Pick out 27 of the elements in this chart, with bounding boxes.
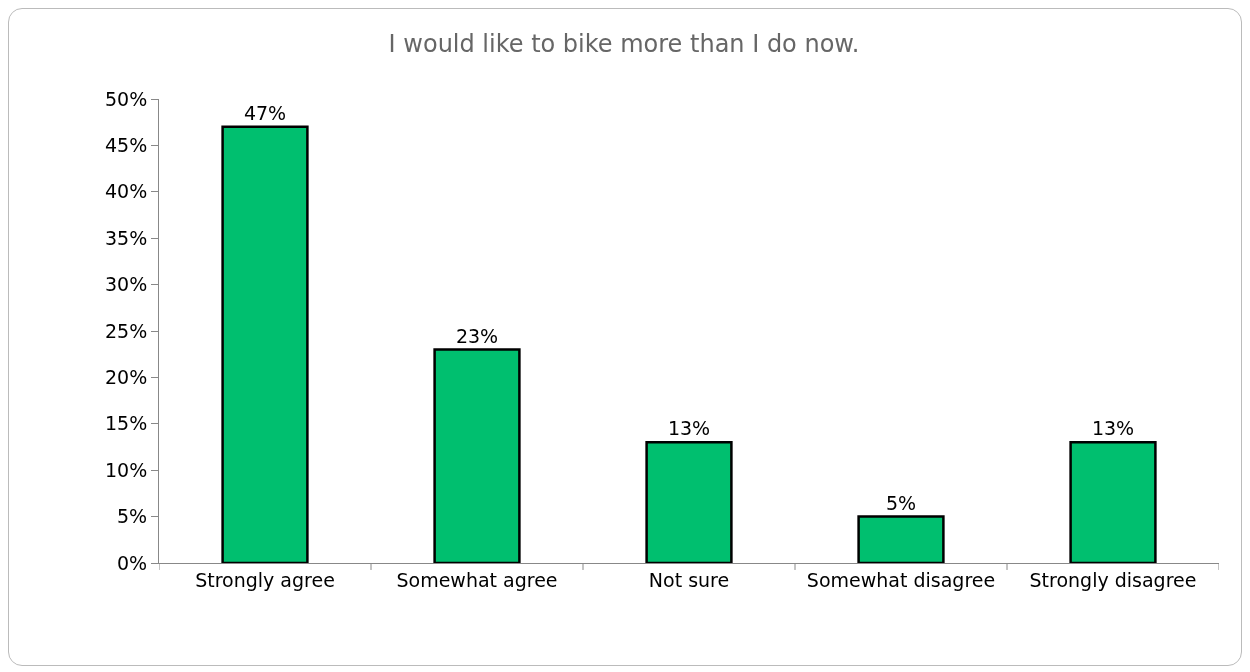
y-tick-label: 25% [104, 319, 148, 342]
y-tick-label: 15% [104, 412, 148, 435]
y-tick-label: 5% [117, 505, 148, 528]
y-tick-label: 40% [104, 180, 148, 203]
data-label: 47% [243, 101, 287, 124]
x-tick-label: Somewhat agree [396, 568, 558, 591]
bar [221, 125, 309, 563]
x-tick-label: Strongly disagree [1029, 568, 1197, 591]
x-tick-label: Somewhat disagree [806, 568, 996, 591]
bar [433, 348, 521, 563]
bar [857, 515, 945, 563]
x-tick-label: Not sure [648, 568, 730, 591]
y-tick-label: 50% [104, 87, 148, 110]
y-tick-label: 20% [104, 366, 148, 389]
bar [645, 441, 733, 563]
x-tick-label: Strongly agree [195, 568, 335, 591]
y-tick-label: 0% [117, 551, 148, 574]
y-tick-label: 10% [104, 458, 148, 481]
data-label: 23% [455, 324, 499, 347]
y-tick-label: 35% [104, 226, 148, 249]
data-label: 13% [1091, 417, 1135, 440]
data-label: 13% [667, 417, 711, 440]
y-tick-label: 45% [104, 134, 148, 157]
data-label: 5% [885, 491, 917, 514]
bar [1069, 441, 1157, 563]
y-tick-label: 30% [104, 273, 148, 296]
chart-title: I would like to bike more than I do now. [388, 29, 860, 58]
